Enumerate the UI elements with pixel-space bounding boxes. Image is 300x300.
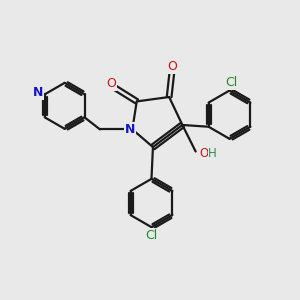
Text: O: O — [167, 61, 177, 74]
Text: H: H — [208, 147, 217, 160]
Text: Cl: Cl — [226, 76, 238, 89]
Text: O: O — [199, 147, 208, 160]
Text: N: N — [33, 86, 44, 99]
Text: N: N — [125, 123, 135, 136]
Text: O: O — [106, 77, 116, 90]
Text: Cl: Cl — [145, 229, 158, 242]
